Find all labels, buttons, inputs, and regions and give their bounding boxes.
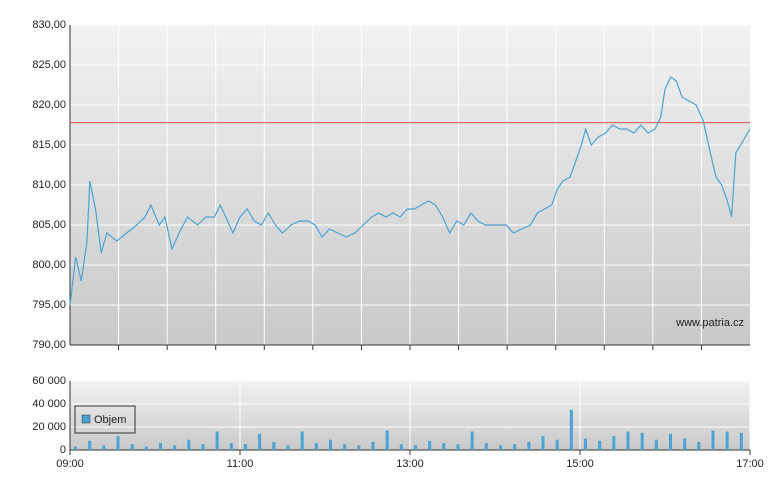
volume-bar [286,445,290,450]
volume-bar [513,444,517,450]
y-tick-label: 820,00 [32,99,66,111]
volume-bar [739,432,743,450]
volume-bar [173,445,177,450]
volume-bar [612,436,616,450]
x-tick-label: 11:00 [227,458,254,470]
volume-bar [569,409,573,450]
volume-bar [555,439,559,450]
volume-bar [116,436,120,450]
volume-bar [272,441,276,450]
volume-bar [187,439,191,450]
x-tick-label: 15:00 [566,458,594,470]
volume-bar [640,432,644,450]
price-line [69,76,751,306]
watermark: www.patria.cz [675,317,744,329]
y-tick-label: 800,00 [32,259,66,271]
volume-bar [399,444,403,450]
volume-bar [329,439,332,450]
volume-bar [541,436,545,450]
volume-bar [130,444,134,450]
volume-bar [456,444,460,450]
volume-bar [159,443,162,450]
volume-bar [215,431,219,450]
volume-bar [725,431,729,450]
y-tick-label: 40 000 [32,398,66,410]
volume-bar [683,438,687,450]
y-tick-label: 60 000 [32,375,66,387]
volume-bar [201,444,205,450]
y-tick-label: 805,00 [32,219,66,231]
y-tick-label: 810,00 [32,179,66,191]
volume-bar [144,446,148,450]
volume-bar [584,438,587,450]
x-tick-label: 13:00 [396,458,424,470]
y-tick-label: 795,00 [32,299,66,311]
volume-bar [229,443,233,450]
volume-bar [669,433,672,450]
x-tick-label: 09:00 [56,458,84,470]
volume-bar [442,443,446,450]
y-tick-label: 825,00 [32,59,66,71]
volume-bar [300,431,304,450]
y-tick-label: 815,00 [32,139,66,151]
volume-bar [626,431,630,450]
volume-bar [470,431,474,450]
volume-bar [74,446,77,450]
volume-bar [371,441,375,450]
legend-label: Objem [94,414,126,426]
x-tick-label: 17:00 [736,458,764,470]
volume-bar [258,433,262,450]
volume-bar [527,441,531,450]
volume-bar [244,444,247,450]
volume-bar [697,441,701,450]
legend-box [74,405,136,434]
volume-bar [654,439,658,450]
y-tick-label: 20 000 [32,421,66,433]
volume-bar [343,444,347,450]
volume-bar [499,445,502,450]
volume-bar [414,445,417,450]
y-tick-label: 0 [60,444,66,456]
volume-bar [428,440,432,450]
volume-bar [314,443,318,450]
volume-bar [88,440,92,450]
volume-bar [385,430,389,450]
volume-bar [711,430,715,450]
y-tick-label: 830,00 [32,19,66,31]
volume-bar [102,445,106,450]
y-tick-label: 790,00 [32,339,66,351]
volume-bar [484,443,488,450]
volume-bar [598,440,602,450]
volume-bar [357,445,361,450]
legend-swatch [81,414,91,424]
